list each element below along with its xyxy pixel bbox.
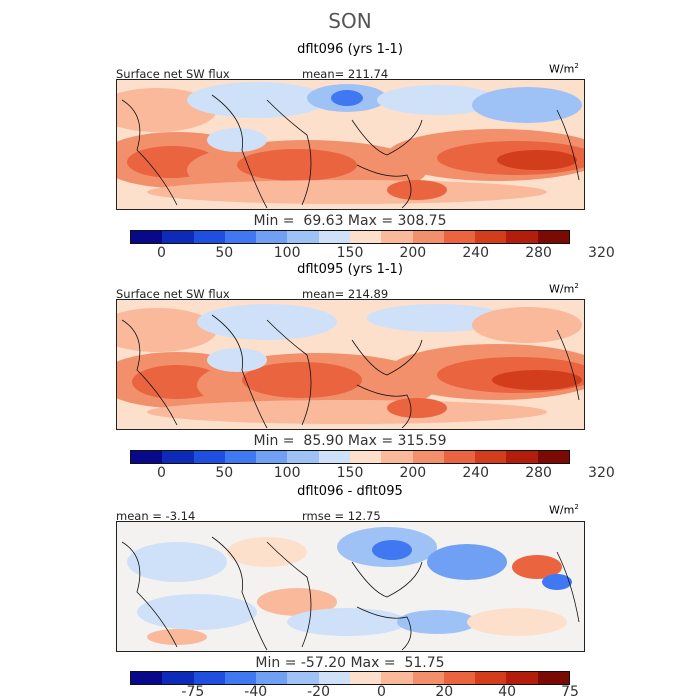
colorbar-swatch	[224, 231, 257, 243]
colorbar-tick-label: 75	[561, 684, 579, 700]
colorbar-swatch	[381, 672, 413, 684]
colorbar-swatch	[256, 451, 288, 463]
colorbar-tick-label: 100	[273, 245, 301, 261]
colorbar-swatch	[318, 231, 350, 243]
colorbar-swatch	[443, 672, 476, 684]
colorbar-tick-label: 240	[462, 245, 490, 261]
colorbar-swatch	[443, 231, 476, 243]
colorbar-swatch	[318, 672, 350, 684]
colorbar-swatch	[443, 451, 476, 463]
colorbar-swatch	[193, 672, 225, 684]
colorbar-tick-label: 280	[525, 465, 552, 481]
panel-1-title: dflt096 (yrs 1-1)	[297, 42, 403, 57]
panel-3-coastlines	[121, 536, 580, 651]
colorbar-swatch	[162, 231, 194, 243]
colorbar-swatch	[349, 672, 382, 684]
colorbar-swatch	[256, 672, 288, 684]
colorbar-tick-label: 320	[588, 465, 615, 481]
colorbar-swatch	[537, 451, 569, 463]
panel-1-variable-label: Surface net SW flux	[116, 67, 230, 81]
panel-1-coastlines	[121, 94, 580, 209]
colorbar-swatch	[475, 672, 507, 684]
colorbar-tick-label: 40	[498, 684, 517, 700]
colorbar-tick-label: 0	[156, 245, 166, 261]
panel-2-minmax: Min = 85.90 Max = 315.59	[253, 433, 447, 449]
colorbar-swatch	[256, 231, 288, 243]
panel-1-contours	[117, 82, 584, 204]
colorbar-tick-label: 200	[399, 245, 427, 261]
colorbar-swatch	[193, 231, 225, 243]
colorbar-swatch	[381, 451, 413, 463]
colorbar-swatch	[412, 451, 444, 463]
colorbar-swatch	[287, 231, 319, 243]
panel-1-colorbar	[130, 230, 570, 244]
colorbar-tick-label: 320	[588, 245, 615, 261]
colorbar-tick-label: 150	[336, 465, 364, 481]
colorbar-swatch	[162, 451, 194, 463]
colorbar-swatch	[412, 231, 444, 243]
season-title: SON	[328, 9, 372, 33]
colorbar-swatch	[412, 672, 444, 684]
panel-3-minmax: Min = -57.20 Max = 51.75	[255, 655, 445, 671]
panel-2-units: W/m2	[549, 282, 579, 296]
panel-2-coastlines	[121, 314, 580, 429]
panel-3-units: W/m2	[549, 503, 579, 517]
panel-1-minmax: Min = 69.63 Max = 308.75	[253, 213, 447, 229]
panel-3-colorbar-ticks: -75 -40 -20 0 20 40 75	[130, 684, 579, 700]
colorbar-swatch	[131, 451, 163, 463]
colorbar-tick-label: 0	[156, 465, 166, 481]
colorbar-tick-label: 100	[273, 465, 301, 481]
colorbar-tick-label: 240	[462, 465, 490, 481]
colorbar-tick-label: 50	[215, 465, 234, 481]
colorbar-swatch	[506, 231, 538, 243]
panel-1-map	[116, 79, 585, 210]
colorbar-swatch	[506, 451, 538, 463]
colorbar-tick-label: 200	[399, 465, 427, 481]
panel-3-rmse-label: rmse = 12.75	[302, 509, 381, 523]
colorbar-swatch	[224, 451, 257, 463]
panel-3-map	[116, 521, 585, 652]
colorbar-tick-label: 280	[525, 245, 552, 261]
colorbar-swatch	[131, 672, 163, 684]
colorbar-swatch	[506, 672, 538, 684]
colorbar-swatch	[318, 451, 350, 463]
panel-2-mean-label: mean= 214.89	[302, 287, 389, 301]
colorbar-tick-label: 50	[215, 245, 234, 261]
colorbar-tick-label: -75	[181, 684, 205, 700]
panel-1-colorbar-ticks: 0 50 100 150 200 240 280 320	[130, 245, 615, 263]
panel-3-title: dflt096 - dflt095	[297, 484, 403, 499]
colorbar-swatch	[475, 231, 507, 243]
colorbar-swatch	[349, 231, 382, 243]
panel-3-field	[117, 522, 584, 651]
colorbar-tick-label: 150	[336, 245, 364, 261]
colorbar-swatch	[287, 451, 319, 463]
colorbar-tick-label: 20	[435, 684, 454, 700]
colorbar-swatch	[131, 231, 163, 243]
panel-2-variable-label: Surface net SW flux	[116, 287, 230, 301]
colorbar-swatch	[381, 231, 413, 243]
colorbar-tick-label: 0	[376, 684, 386, 700]
panel-3-mean-label: mean = -3.14	[116, 509, 196, 523]
panel-1-units: W/m2	[549, 62, 579, 76]
colorbar-swatch	[537, 672, 569, 684]
panel-1-field	[117, 80, 584, 209]
colorbar-swatch	[475, 451, 507, 463]
colorbar-swatch	[287, 672, 319, 684]
panel-3-colorbar	[130, 671, 570, 685]
colorbar-swatch	[349, 451, 382, 463]
panel-2-colorbar-ticks: 0 50 100 150 200 240 280 320	[130, 465, 615, 483]
colorbar-swatch	[537, 231, 569, 243]
panel-2-field	[117, 300, 584, 429]
panel-2-map	[116, 299, 585, 430]
colorbar-swatch	[224, 672, 257, 684]
colorbar-swatch	[193, 451, 225, 463]
panel-2-title: dflt095 (yrs 1-1)	[297, 262, 403, 277]
panel-1-mean-label: mean= 211.74	[302, 67, 389, 81]
colorbar-tick-label: -20	[307, 684, 330, 700]
colorbar-tick-label: -40	[244, 684, 268, 700]
colorbar-swatch	[162, 672, 194, 684]
panel-2-colorbar	[130, 450, 570, 464]
